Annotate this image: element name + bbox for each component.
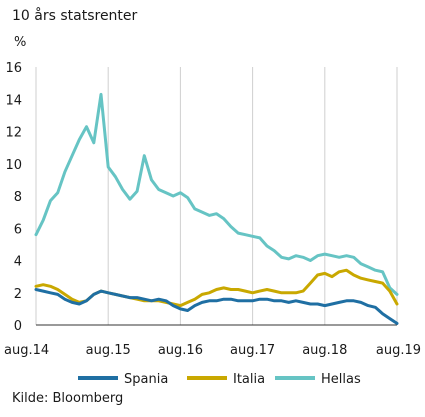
x-tick-label-3: aug.17: [230, 343, 275, 358]
y-tick-label-6: 12: [5, 126, 22, 141]
x-tick-label-2: aug.16: [158, 343, 203, 358]
legend-label-italia: Italia: [233, 372, 265, 387]
x-tick-label-4: aug.18: [302, 343, 347, 358]
y-tick-label-2: 4: [14, 255, 22, 270]
legend: Spania Italia Hellas: [78, 372, 361, 387]
series-layer: [34, 92, 399, 325]
x-tick-label-0: aug.14: [4, 343, 49, 358]
chart-title: 10 års statsrenter: [12, 7, 138, 24]
y-tick-label-4: 8: [14, 190, 22, 205]
source-note: Kilde: Bloomberg: [12, 391, 123, 406]
y-tick-label-8: 16: [5, 61, 22, 76]
x-tick-label-5: aug.19: [376, 343, 421, 358]
y-tick-label-7: 14: [5, 93, 22, 108]
series-line-spania: [34, 288, 399, 325]
y-tick-label-3: 6: [14, 222, 22, 237]
series-line-hellas: [34, 92, 399, 296]
y-tick-label-0: 0: [14, 319, 22, 334]
y-tick-label-5: 10: [5, 158, 22, 173]
legend-label-hellas: Hellas: [321, 372, 361, 387]
x-tick-label-1: aug.15: [86, 343, 131, 358]
axis-layer: 0 2 4 6 8 10 12 14 16 aug.14 aug.15 aug.16 aug.17 aug…: [4, 61, 421, 358]
y-axis-unit: %: [14, 35, 26, 50]
y-tick-label-1: 2: [14, 287, 22, 302]
grid-layer: [35, 67, 398, 325]
legend-label-spania: Spania: [124, 372, 168, 387]
